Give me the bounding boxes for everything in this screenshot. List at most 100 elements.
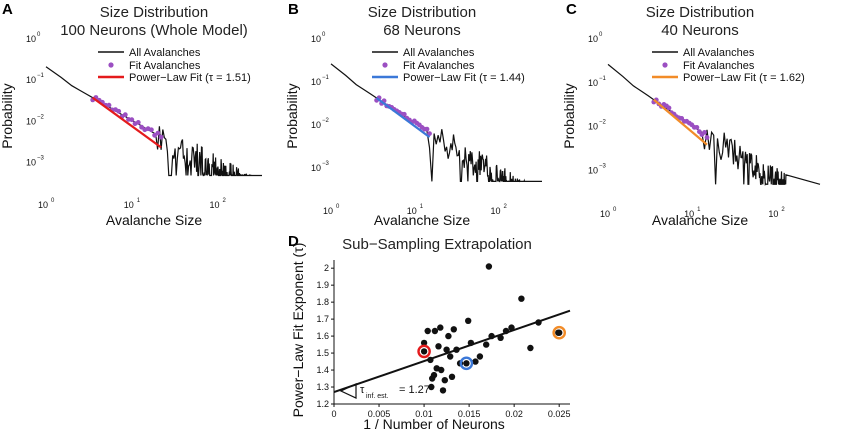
title-line2: 40 Neurons xyxy=(661,22,739,39)
x-tick-exp: 0 xyxy=(613,207,617,213)
annotation-subscript: inf. est. xyxy=(366,393,389,400)
title-line2: 68 Neurons xyxy=(383,22,461,39)
legend: All Avalanches Fit Avalanches Power−Law … xyxy=(98,47,251,84)
y-tick-base: 10 xyxy=(311,120,321,130)
x-tick-base: 10 xyxy=(684,209,694,219)
y-tick-exp: −1 xyxy=(37,73,45,79)
scatter-point xyxy=(439,387,447,394)
fit-avalanche-point xyxy=(666,105,672,111)
regression-line xyxy=(333,309,571,394)
y-tick-base: 10 xyxy=(26,158,36,168)
title-line1: Size Distribution xyxy=(646,4,754,21)
legend-swatch-fit xyxy=(382,62,388,68)
scatter-point xyxy=(527,344,534,352)
scatter-point xyxy=(472,358,479,365)
y-tick-base: 10 xyxy=(588,78,598,88)
legend-fit-avalanches: Fit Avalanches xyxy=(403,60,475,72)
power-law-fit-line xyxy=(92,96,162,149)
y-tick-base: 10 xyxy=(588,34,598,44)
legend: All Avalanches Fit Avalanches Power−Law … xyxy=(372,47,525,84)
scatter-point xyxy=(428,383,435,391)
scatter-point xyxy=(445,332,452,340)
panel-label-b: B xyxy=(288,1,299,18)
y-tick-exp: −3 xyxy=(322,161,330,167)
scatter-point xyxy=(441,377,448,384)
axis-ticks: 10 0 10 1 10 210 010 −110 −210 −3 xyxy=(26,32,227,210)
scatter-point xyxy=(450,326,457,333)
chart-title: Sub−Sampling Extrapolation xyxy=(342,236,532,253)
scatter-point xyxy=(435,343,442,350)
chart-series xyxy=(330,63,542,183)
y-tick-exp: 0 xyxy=(599,32,603,38)
highlighted-point xyxy=(556,329,563,336)
fit-avalanche-point xyxy=(427,131,432,137)
x-tick-exp: 2 xyxy=(504,204,508,210)
y-tick-label: 1.8 xyxy=(316,297,329,307)
x-tick-base: 10 xyxy=(38,200,48,210)
extrapolation-annotation: τ inf. est. = 1.27 xyxy=(339,383,430,400)
x-tick-base: 10 xyxy=(407,206,417,216)
y-tick-exp: −2 xyxy=(322,118,330,124)
legend-power-law-fit: Power−Law Fit (τ = 1.51) xyxy=(129,72,251,84)
y-tick-base: 10 xyxy=(26,116,36,126)
panel-c: C Size Distribution 40 Neurons Avalanche… xyxy=(561,1,821,228)
scatter-point xyxy=(508,324,515,331)
y-tick-exp: −2 xyxy=(37,114,45,120)
y-tick-label: 1.2 xyxy=(316,399,329,409)
scatter-point xyxy=(467,339,475,347)
y-tick-label: 1.6 xyxy=(316,331,329,341)
scatter-point xyxy=(497,334,504,341)
scatter-point xyxy=(453,346,460,353)
annotation-tau: τ xyxy=(360,384,365,396)
fit-avalanche-point xyxy=(129,117,135,123)
y-tick-base: 10 xyxy=(26,34,36,44)
scatter-point xyxy=(483,341,490,348)
chart-series xyxy=(607,63,821,187)
panel-b: B Size Distribution 68 Neurons Avalanche… xyxy=(284,1,542,228)
scatter-point xyxy=(420,339,428,347)
x-tick-label: 0.02 xyxy=(505,409,523,419)
scatter-point xyxy=(488,332,495,340)
power-law-fit-line xyxy=(653,98,708,146)
x-tick-exp: 1 xyxy=(420,204,424,210)
scatter-point xyxy=(431,327,439,335)
x-tick-label: 0.005 xyxy=(368,409,391,419)
scatter-point xyxy=(437,324,444,331)
scatter-point xyxy=(430,371,438,379)
y-tick-exp: −1 xyxy=(322,75,330,81)
highlighted-ring xyxy=(552,325,567,340)
scatter-point xyxy=(535,319,542,326)
y-tick-exp: −3 xyxy=(37,156,45,162)
legend-power-law-fit: Power−Law Fit (τ = 1.62) xyxy=(683,72,805,84)
scatter-point xyxy=(502,327,510,335)
chart-series xyxy=(45,66,262,177)
all-avalanches-line xyxy=(330,63,542,183)
panel-a: A Size Distribution 100 Neurons (Whole M… xyxy=(0,1,262,228)
y-tick-base: 10 xyxy=(311,77,321,87)
x-tick-base: 10 xyxy=(491,206,501,216)
legend-swatch-fit xyxy=(108,62,114,68)
x-axis-label: 1 / Number of Neurons xyxy=(363,416,505,432)
legend-fit-avalanches: Fit Avalanches xyxy=(129,60,201,72)
panel-label-c: C xyxy=(566,1,577,18)
scatter-point xyxy=(476,353,484,360)
fit-avalanche-point xyxy=(704,135,710,140)
y-tick-base: 10 xyxy=(588,122,598,132)
y-tick-label: 1.9 xyxy=(316,280,329,290)
y-tick-label: 1.5 xyxy=(316,348,329,358)
x-tick-exp: 0 xyxy=(51,198,55,204)
legend-all-avalanches: All Avalanches xyxy=(403,47,475,59)
scatter-points xyxy=(333,263,571,394)
y-tick-exp: −3 xyxy=(599,164,607,170)
fit-avalanche-point xyxy=(424,126,430,132)
x-tick-label: 0.01 xyxy=(415,409,433,419)
y-axis-label: Power−Law Fit Exponent (τ) xyxy=(290,243,306,418)
x-tick-base: 10 xyxy=(768,209,778,219)
x-tick-base: 10 xyxy=(124,200,134,210)
x-axis-label: Avalanche Size xyxy=(106,212,202,228)
scatter-point xyxy=(424,327,431,335)
y-tick-base: 10 xyxy=(311,163,321,173)
fit-avalanche-point xyxy=(122,112,128,118)
panel-label-a: A xyxy=(2,1,13,18)
all-avalanches-line xyxy=(45,66,262,177)
